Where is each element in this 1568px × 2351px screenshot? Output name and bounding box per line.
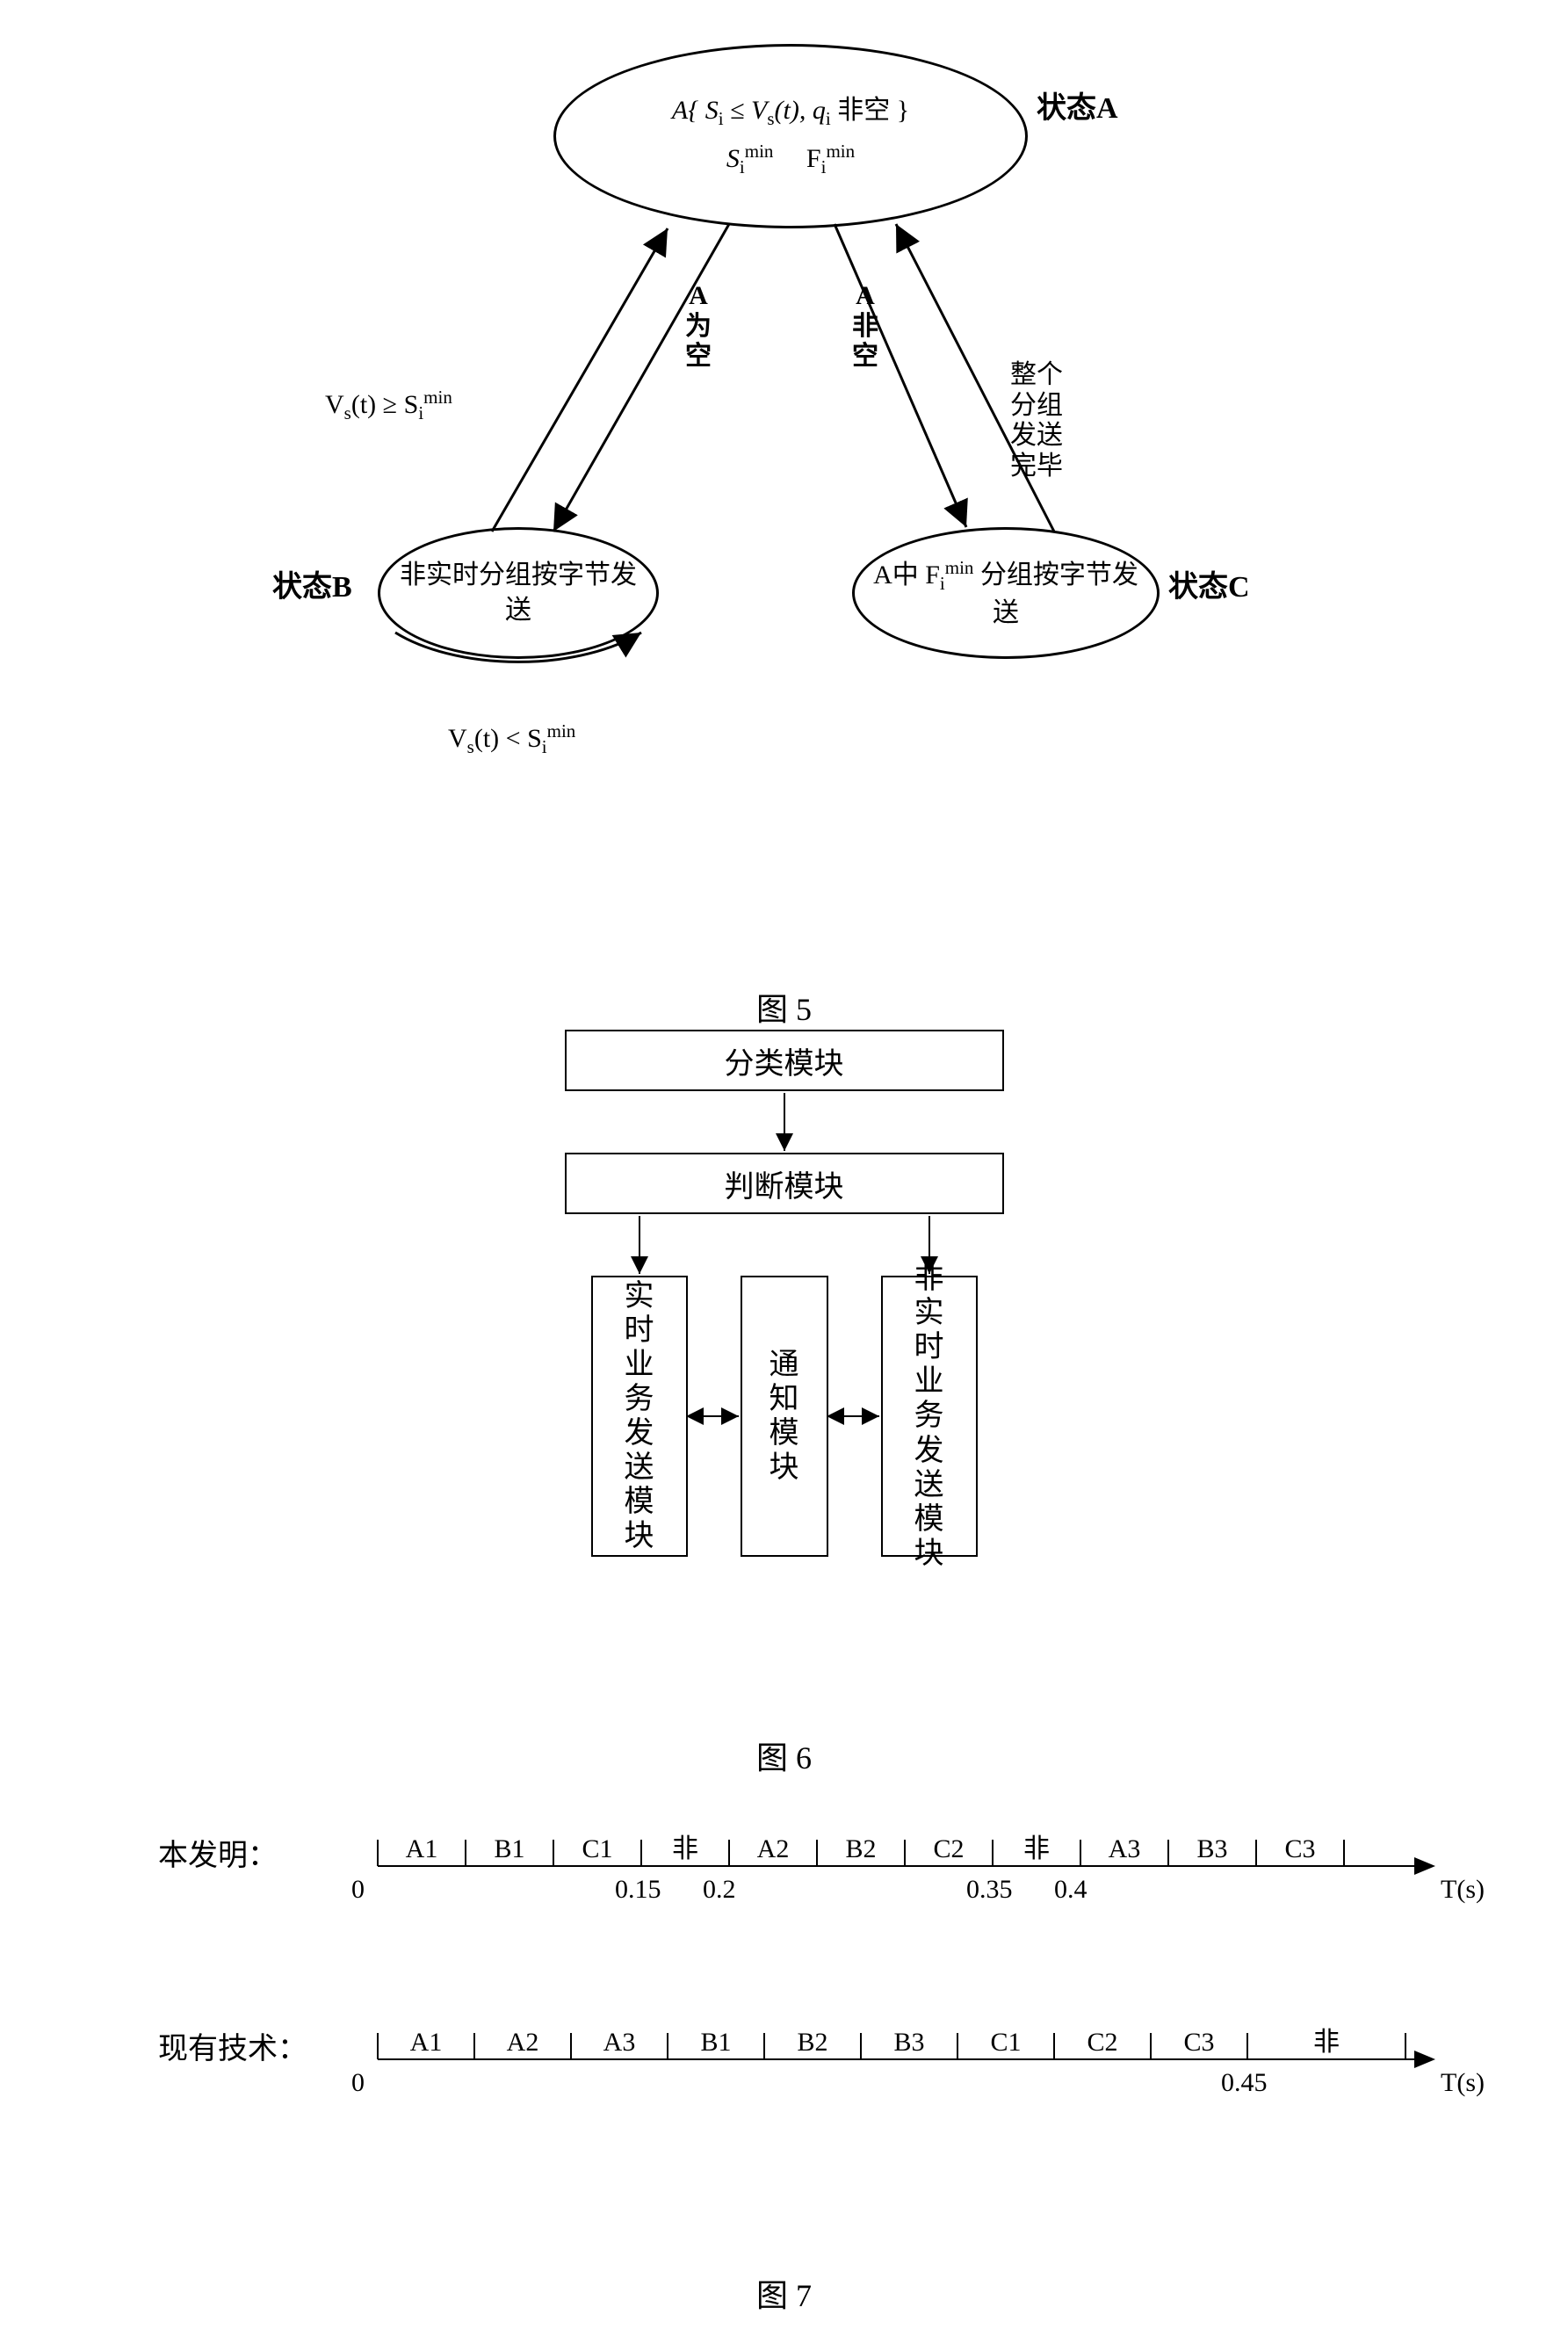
edge-bb-loop-label: Vs(t) < Simin (448, 720, 575, 757)
tick-label: 0.2 (703, 1875, 736, 1905)
tick-label: 0 (351, 2068, 365, 2098)
svg-text:A1: A1 (410, 2028, 443, 2057)
svg-text:B2: B2 (797, 2028, 827, 2057)
svg-text:A2: A2 (757, 1834, 790, 1863)
block-diagram-figure: 分类模块 判断模块 实时业务发送模块 通知模块 非实时业务发送模块 (477, 1030, 1092, 1662)
axis-unit-label: T(s) (1441, 1875, 1485, 1905)
classify-block: 分类模块 (565, 1030, 1004, 1091)
svg-text:A1: A1 (406, 1834, 438, 1863)
tick-label: 0.15 (615, 1875, 661, 1905)
svg-text:C2: C2 (1087, 2028, 1117, 2057)
edge-ba-up-label: Vs(t) ≥ Simin (325, 387, 452, 423)
timeline-axis: A1 A2 A3 B1 B2 B3 C1 C2 C3 非 (88, 2007, 1493, 2112)
state-b-label: 状态B (272, 562, 352, 605)
svg-text:C3: C3 (1284, 1834, 1315, 1863)
svg-text:C3: C3 (1183, 2028, 1214, 2057)
state-diagram-figure: A{ Si ≤ Vs(t), qi 非空 } Simin Fimin 状态A 非… (88, 35, 1480, 914)
state-a-expr-pre: A{ S (672, 96, 719, 125)
tick-label: 0 (351, 1875, 365, 1905)
fig7-caption: 图 7 (88, 2270, 1480, 2316)
timeline-figure: 本发明：A1B1C1非A2B2C2非A3B3C300.150.20.350.4T… (88, 1778, 1480, 2200)
svg-text:C1: C1 (990, 2028, 1021, 2057)
svg-text:B1: B1 (494, 1834, 524, 1863)
svg-text:C2: C2 (933, 1834, 964, 1863)
svg-text:B3: B3 (1196, 1834, 1227, 1863)
nonrealtime-send-block: 非实时业务发送模块 (881, 1276, 978, 1557)
tick-label: 0.4 (1054, 1875, 1087, 1905)
svg-text:A3: A3 (1109, 1834, 1141, 1863)
judge-block: 判断模块 (565, 1153, 1004, 1214)
tick-label: 0.35 (966, 1875, 1013, 1905)
svg-text:非: 非 (1313, 2028, 1340, 2057)
state-b-text: 非实时分组按字节发送 (389, 558, 647, 629)
tick-label: 0.45 (1221, 2068, 1268, 2098)
realtime-send-block: 实时业务发送模块 (591, 1276, 688, 1557)
fig5-caption: 图 5 (88, 984, 1480, 1030)
state-c-label: 状态C (1168, 562, 1250, 605)
svg-text:A2: A2 (507, 2028, 539, 2057)
svg-text:B1: B1 (700, 2028, 731, 2057)
edge-ac-down-label: A非空 (852, 281, 878, 373)
svg-text:C1: C1 (582, 1834, 612, 1863)
edge-ca-up-label: 整个分组发送完毕 (1010, 360, 1063, 481)
state-c-pre: A中 F (873, 561, 940, 590)
state-b-node: 非实时分组按字节发送 (378, 527, 659, 659)
fig6-caption: 图 6 (88, 1733, 1480, 1778)
svg-text:B2: B2 (845, 1834, 876, 1863)
state-a-node: A{ Si ≤ Vs(t), qi 非空 } Simin Fimin (553, 44, 1028, 228)
state-a-label: 状态A (1037, 83, 1118, 127)
svg-text:B3: B3 (893, 2028, 924, 2057)
svg-text:非: 非 (1023, 1834, 1050, 1863)
edge-ab-down-label: A为空 (685, 281, 712, 373)
axis-unit-label: T(s) (1441, 2068, 1485, 2098)
timeline-axis: A1 B1 C1 非 A2 B2 C2 非 A3 B3 C3 (88, 1813, 1493, 1919)
svg-text:非: 非 (672, 1834, 698, 1863)
notify-block: 通知模块 (741, 1276, 828, 1557)
state-c-node: A中 Fimin 分组按字节发送 (852, 527, 1160, 659)
svg-text:A3: A3 (603, 2028, 636, 2057)
